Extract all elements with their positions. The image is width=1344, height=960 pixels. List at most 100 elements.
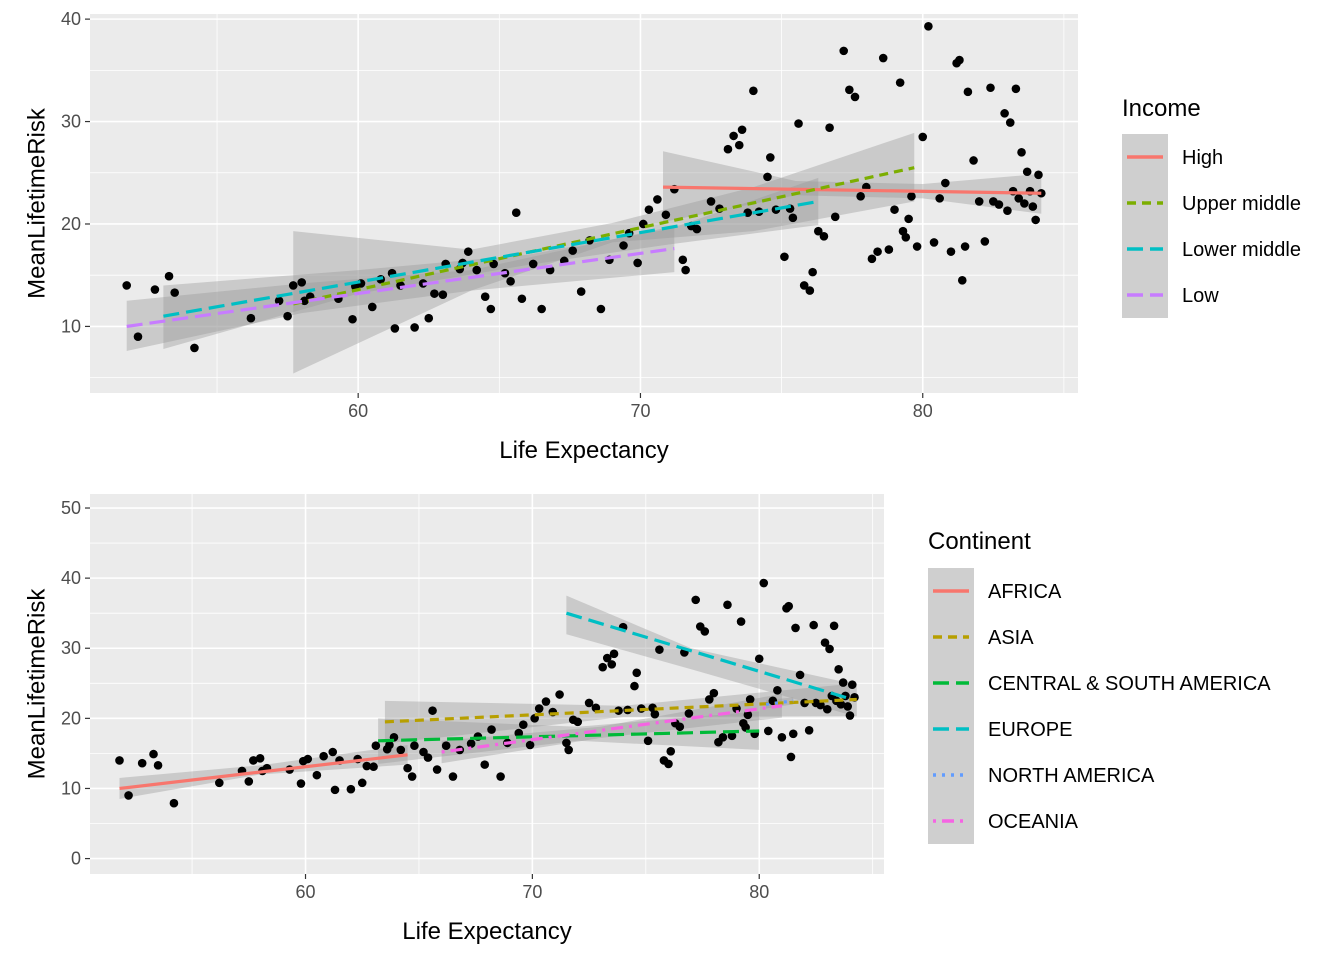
- data-point: [244, 777, 254, 786]
- data-point: [969, 156, 978, 165]
- x-tick-label: 70: [522, 882, 542, 902]
- data-point: [784, 601, 794, 611]
- data-point: [424, 313, 434, 323]
- continent-fit-lines: [119, 611, 857, 791]
- data-point: [1011, 84, 1021, 94]
- data-point: [303, 754, 313, 764]
- data-point: [974, 197, 984, 206]
- data-point: [994, 200, 1004, 209]
- y-tick-label: 40: [61, 568, 81, 588]
- confidence-band: [293, 132, 915, 374]
- data-point: [472, 265, 482, 275]
- data-point: [743, 710, 753, 720]
- y-tick-label: 30: [61, 112, 81, 132]
- y-tick-label: 20: [61, 214, 81, 234]
- data-point: [822, 704, 832, 714]
- continent-plot-background: [90, 494, 884, 874]
- data-point: [681, 265, 690, 275]
- data-point: [330, 785, 340, 795]
- continent-legend-title: Continent: [928, 528, 1031, 555]
- data-point: [283, 311, 292, 321]
- x-tick-label: 60: [295, 882, 315, 902]
- data-point: [960, 242, 970, 251]
- data-point: [511, 208, 521, 218]
- data-point: [834, 664, 843, 674]
- data-point: [555, 690, 564, 699]
- confidence-band: [663, 151, 1042, 222]
- y-tick-label: 30: [61, 638, 81, 658]
- data-point: [1020, 199, 1029, 208]
- data-point: [1017, 147, 1026, 157]
- data-point: [718, 732, 728, 742]
- data-point: [133, 332, 143, 341]
- fit-line: [565, 611, 851, 701]
- data-point: [480, 292, 490, 302]
- data-point: [328, 747, 338, 757]
- data-point: [438, 290, 448, 299]
- data-point: [795, 670, 805, 680]
- income-y-ticks: 10 20 30 40: [61, 9, 90, 336]
- data-point: [153, 761, 163, 770]
- data-point: [723, 144, 733, 154]
- continent-x-ticks: 60 70 80: [295, 874, 769, 902]
- data-point: [856, 192, 865, 201]
- data-point: [591, 703, 601, 713]
- fit-line: [163, 199, 819, 318]
- data-point: [809, 620, 818, 630]
- data-point: [839, 46, 849, 56]
- data-point: [890, 205, 899, 214]
- continent-gridlines: [90, 494, 884, 874]
- data-point: [946, 247, 956, 256]
- data-point: [918, 132, 928, 142]
- data-point: [650, 709, 660, 719]
- data-point: [164, 271, 174, 281]
- data-point: [736, 617, 746, 626]
- data-point: [664, 759, 673, 769]
- fit-line: [126, 246, 675, 329]
- legend-entry-label: Lower middle: [1182, 239, 1301, 261]
- data-point: [537, 304, 546, 314]
- data-point: [745, 695, 755, 704]
- data-point: [723, 600, 732, 610]
- fit-line: [663, 185, 1042, 195]
- data-point: [678, 255, 688, 265]
- data-point: [830, 212, 840, 222]
- income-chart: 10 20 30 40 60 70 80 Life Expectancy MeanLife…: [23, 9, 1301, 464]
- data-point: [986, 83, 995, 93]
- continent-points: [115, 578, 859, 808]
- data-point: [709, 688, 719, 698]
- data-point: [367, 302, 377, 312]
- continent-y-ticks: 0 10 20 30 40 50: [61, 498, 90, 869]
- fit-line: [384, 697, 857, 724]
- data-point: [754, 654, 764, 664]
- legend-entry-label: ASIA: [988, 627, 1034, 649]
- confidence-band: [378, 711, 760, 764]
- data-point: [633, 258, 642, 268]
- data-point: [124, 791, 133, 800]
- data-point: [517, 294, 527, 304]
- data-point: [935, 194, 944, 203]
- y-tick-label: 0: [71, 849, 81, 869]
- y-tick-label: 40: [61, 9, 81, 29]
- data-point: [684, 709, 694, 718]
- data-point: [816, 700, 825, 710]
- data-point: [312, 770, 322, 780]
- data-point: [661, 210, 671, 220]
- data-point: [296, 779, 306, 788]
- data-point: [867, 254, 877, 264]
- data-point: [912, 242, 922, 251]
- data-point: [215, 778, 224, 788]
- data-point: [430, 289, 439, 298]
- income-legend: Income High Upper middle Lower middle Low: [1122, 95, 1301, 318]
- data-point: [607, 660, 617, 669]
- legend-entry-label: OCEANIA: [988, 811, 1079, 833]
- data-point: [619, 241, 628, 250]
- data-point: [371, 741, 381, 750]
- data-point: [496, 772, 505, 781]
- legend-entry-label: High: [1182, 147, 1223, 169]
- data-point: [576, 287, 586, 296]
- data-point: [786, 752, 796, 762]
- data-point: [904, 214, 913, 224]
- data-point: [596, 304, 606, 314]
